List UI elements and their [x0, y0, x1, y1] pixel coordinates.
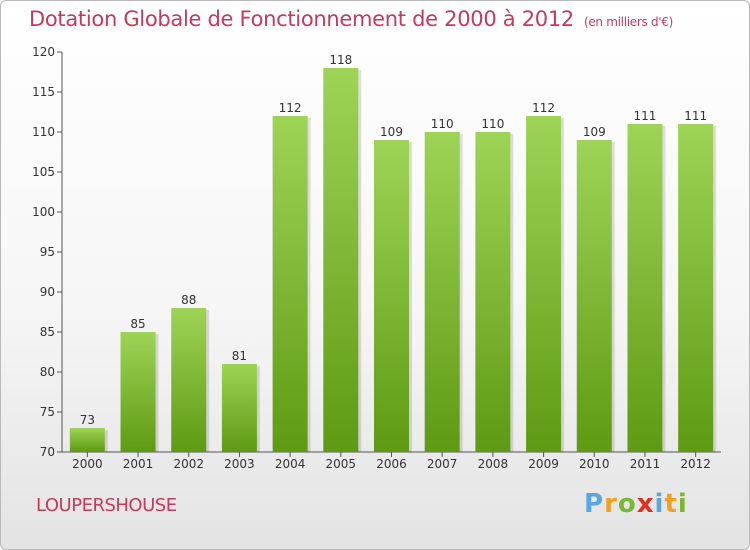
x-tick-label-2004: 2004: [275, 457, 306, 471]
unit-label: (en milliers d'€): [583, 15, 673, 29]
logo-letter: i: [677, 489, 688, 519]
x-tick-label-2011: 2011: [630, 457, 661, 471]
data-label-2008: 110: [481, 117, 504, 131]
bars: [69, 68, 717, 452]
y-tick-label: 95: [40, 245, 55, 259]
data-label-2011: 111: [634, 109, 657, 123]
data-label-2001: 85: [130, 317, 145, 331]
data-label-2003: 81: [232, 349, 247, 363]
x-tick-label-2003: 2003: [224, 457, 255, 471]
data-label-2009: 112: [532, 101, 555, 115]
bar-2006: [374, 140, 409, 452]
data-label-2010: 109: [583, 125, 606, 139]
data-label-2012: 111: [684, 109, 707, 123]
bar-2002: [171, 308, 207, 452]
bar-2001: [120, 332, 156, 452]
x-tick-label-2005: 2005: [326, 457, 357, 471]
y-tick-label: 90: [40, 285, 55, 299]
bar-2012: [678, 124, 714, 452]
y-tick-label: 105: [32, 165, 55, 179]
logo-letter: P: [584, 489, 605, 519]
proxiti-logo[interactable]: Proxiti: [584, 489, 688, 519]
x-tick-label-2009: 2009: [528, 457, 559, 471]
y-tick-label: 85: [40, 325, 55, 339]
bar-2005: [323, 68, 359, 452]
bar-2000: [69, 428, 105, 452]
data-label-2002: 88: [181, 293, 196, 307]
commune-name: LOUPERSHOUSE: [36, 495, 177, 516]
data-labels: 73 85 88 81 112 118 109 110 110 112 109 111 111: [80, 53, 707, 427]
bar-2007: [424, 132, 460, 452]
x-tick-label-2012: 2012: [680, 457, 711, 471]
data-label-2004: 112: [279, 101, 302, 115]
y-tick-label: 70: [40, 445, 55, 459]
bar-2011: [627, 124, 663, 452]
x-tick-label-2006: 2006: [376, 457, 407, 471]
data-label-2006: 109: [380, 125, 403, 139]
bar-2008: [475, 132, 511, 452]
y-tick-label: 75: [40, 405, 55, 419]
logo-letter: r: [604, 489, 618, 519]
y-tick-label: 110: [32, 125, 55, 139]
bar-2009: [526, 116, 562, 452]
y-tick-label: 115: [32, 85, 55, 99]
y-tick-label: 80: [40, 365, 55, 379]
x-tick-label-2008: 2008: [478, 457, 509, 471]
logo-letter: o: [617, 489, 637, 519]
data-label-2007: 110: [431, 117, 454, 131]
bar-2003: [221, 364, 257, 452]
title-text: Dotation Globale de Fonctionnement de 20…: [29, 7, 574, 31]
logo-letter: x: [636, 489, 655, 519]
x-tick-label-2000: 2000: [72, 457, 103, 471]
x-tick-label-2010: 2010: [579, 457, 610, 471]
x-tick-label-2001: 2001: [123, 457, 154, 471]
chart-title: Dotation Globale de Fonctionnement de 20…: [29, 7, 673, 31]
data-label-2005: 118: [329, 53, 352, 67]
axes: 70 75 80 85 90 95 100 105 110 115 120 2000 2001 2002 2…: [32, 45, 721, 471]
y-tick-label: 120: [32, 45, 55, 59]
bar-2010: [576, 140, 612, 452]
x-tick-label-2007: 2007: [427, 457, 458, 471]
logo-letter: i: [654, 489, 665, 519]
data-label-2000: 73: [80, 413, 95, 427]
y-tick-label: 100: [32, 205, 55, 219]
logo-letter: t: [664, 489, 678, 519]
bar-2004: [272, 116, 308, 452]
x-tick-label-2002: 2002: [173, 457, 204, 471]
